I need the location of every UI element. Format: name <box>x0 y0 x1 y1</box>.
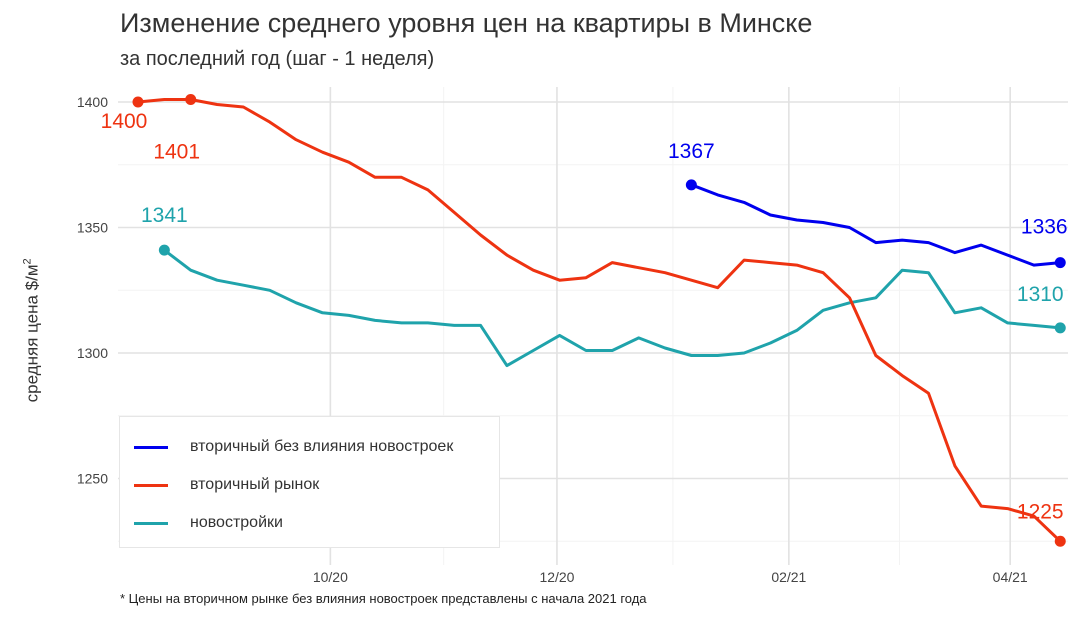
data-label: 1225 <box>1017 500 1064 523</box>
data-point <box>685 179 697 191</box>
y-tick-label: 1300 <box>77 345 108 361</box>
legend: вторичный без влияния новостроек вторичн… <box>119 416 500 548</box>
legend-item-secondary-no-newbuild: вторичный без влияния новостроек <box>134 435 453 459</box>
chart-subtitle: за последний год (шаг - 1 неделя) <box>120 48 435 70</box>
data-label: 1336 <box>1021 216 1068 239</box>
data-point <box>132 96 144 108</box>
x-tick-label: 10/20 <box>313 569 348 585</box>
data-point <box>1054 322 1066 334</box>
legend-label: новостройки <box>190 514 283 531</box>
y-tick-label: 1350 <box>77 220 108 236</box>
data-point <box>1054 535 1066 547</box>
legend-swatch-teal <box>134 521 168 525</box>
legend-item-newbuild: новостройки <box>134 511 283 535</box>
data-label: 1367 <box>668 140 715 163</box>
legend-item-secondary-market: вторичный рынок <box>134 473 319 497</box>
data-point <box>185 93 197 105</box>
series-line <box>162 248 1062 368</box>
legend-swatch-red <box>134 483 168 487</box>
legend-swatch-blue <box>134 445 168 449</box>
data-label: 1401 <box>153 140 200 163</box>
data-point <box>1054 257 1066 269</box>
data-label: 1310 <box>1017 283 1064 306</box>
x-axis-ticks: 10/20 12/20 02/21 04/21 <box>313 569 1028 585</box>
footnote: * Цены на вторичном рынке без влияния но… <box>120 591 647 606</box>
legend-label: вторичный без влияния новостроек <box>190 438 454 455</box>
data-label: 1341 <box>141 204 188 227</box>
x-tick-label: 02/21 <box>771 569 806 585</box>
y-axis-ticks: 1250 1300 1350 1400 <box>77 94 108 487</box>
x-tick-label: 04/21 <box>993 569 1028 585</box>
data-label: 1400 <box>101 110 148 133</box>
y-tick-label: 1400 <box>77 94 108 110</box>
data-point <box>158 244 170 256</box>
legend-label: вторичный рынок <box>190 476 320 493</box>
x-tick-label: 12/20 <box>539 569 574 585</box>
chart-title: Изменение среднего уровня цен на квартир… <box>120 8 813 38</box>
series-line <box>136 98 1062 543</box>
y-tick-label: 1250 <box>77 471 108 487</box>
minor-gridlines <box>118 87 1068 565</box>
series-endpoints <box>132 93 1066 547</box>
series-line <box>689 183 1062 267</box>
series-lines <box>136 98 1062 543</box>
